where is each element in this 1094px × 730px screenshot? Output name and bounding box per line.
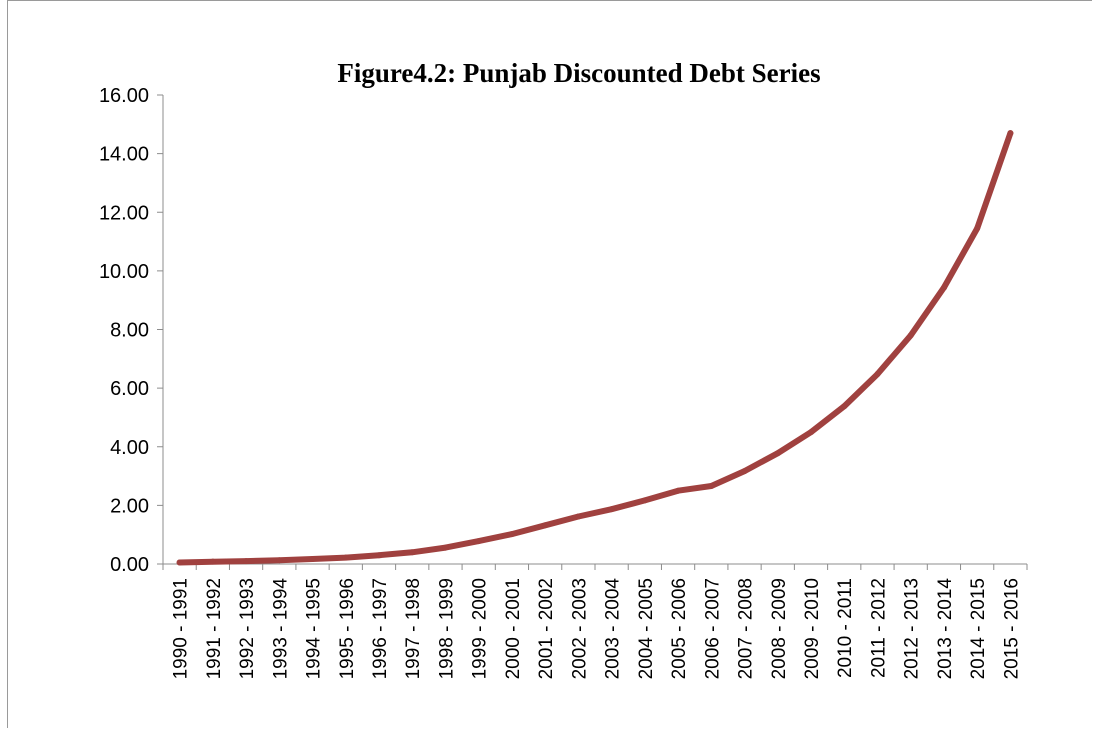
data-point — [376, 552, 382, 559]
y-axis-ticks: 0.00 2.00 4.00 6.00 8.00 10.00 12.00 14.00 16.00 — [99, 85, 163, 576]
x-tick-label: 2014 - 2015 — [968, 578, 989, 679]
series-line — [176, 130, 1014, 566]
y-tick-label: 6.00 — [110, 378, 149, 400]
y-tick-label: 8.00 — [110, 320, 149, 342]
data-point — [940, 284, 947, 291]
x-tick-label: 1993 - 1994 — [270, 578, 291, 680]
data-point — [608, 506, 615, 513]
x-tick-label: 2013 - 2014 — [935, 578, 956, 680]
data-point — [1007, 130, 1014, 137]
data-point — [309, 556, 316, 563]
x-tick-label: 2007 - 2008 — [736, 578, 757, 679]
data-point — [276, 557, 283, 564]
y-tick-label: 0.00 — [110, 554, 149, 576]
x-tick-label: 2000 - 2001 — [503, 578, 524, 679]
x-tick-label: 2005 - 2006 — [669, 578, 690, 679]
data-point — [209, 558, 216, 565]
data-point — [974, 225, 981, 232]
data-point — [675, 487, 682, 494]
x-tick-label: 1992 - 1993 — [237, 578, 258, 679]
x-tick-label: 2012 - 2013 — [902, 578, 923, 679]
data-point — [774, 450, 781, 457]
y-tick-label: 16.00 — [99, 85, 149, 107]
data-point — [342, 554, 349, 561]
y-tick-label: 4.00 — [110, 437, 149, 459]
y-tick-label: 14.00 — [99, 144, 149, 166]
x-tick-label: 2011 - 2012 — [868, 578, 889, 678]
x-tick-label: 2004 - 2005 — [636, 578, 657, 679]
chart-title: Figure4.2: Punjab Discounted Debt Series — [337, 58, 820, 88]
x-tick-label: 1997 - 1998 — [403, 578, 424, 679]
data-point — [907, 332, 914, 339]
data-point — [176, 559, 183, 566]
x-tick-label: 2001 - 2002 — [536, 578, 557, 679]
data-point — [641, 497, 648, 504]
data-point — [409, 549, 416, 556]
data-point — [808, 429, 814, 436]
data-point — [508, 531, 515, 538]
data-point — [542, 522, 549, 529]
x-tick-label: 2003 - 2004 — [603, 578, 624, 680]
x-tick-label: 1995 - 1996 — [337, 578, 358, 679]
data-point — [708, 483, 715, 490]
y-tick-label: 10.00 — [99, 261, 149, 283]
x-tick-label: 1994 - 1995 — [304, 578, 325, 679]
x-tick-label: 2006 - 2007 — [702, 578, 723, 679]
data-point — [243, 558, 250, 565]
data-point — [841, 403, 848, 410]
series-group — [176, 130, 1014, 566]
y-tick-label: 2.00 — [110, 495, 149, 517]
x-tick-label: 2015 - 2016 — [1001, 578, 1022, 679]
x-tick-label: 1991 - 1992 — [204, 578, 225, 679]
data-point — [475, 538, 482, 545]
x-tick-label: 1998 - 1999 — [436, 578, 457, 679]
chart-frame — [7, 0, 1092, 728]
x-tick-label: 2002 - 2003 — [569, 578, 590, 679]
x-tick-label: 2009 - 2010 — [802, 578, 823, 679]
x-tick-label: 1996 - 1997 — [370, 578, 391, 679]
data-point — [874, 371, 881, 378]
data-point — [575, 513, 582, 520]
x-axis-ticks: 1990 - 1991 1991 - 1992 1992 - 1993 1993 - … — [162, 564, 1028, 680]
y-tick-label: 12.00 — [99, 202, 149, 224]
x-tick-label: 1990 - 1991 — [171, 578, 192, 679]
data-point — [741, 468, 748, 475]
x-tick-label: 2008 - 2009 — [769, 578, 790, 679]
x-tick-label: 2010 - 2011 — [835, 578, 856, 678]
x-tick-label: 1999 - 2000 — [470, 578, 491, 679]
data-point — [442, 544, 449, 551]
